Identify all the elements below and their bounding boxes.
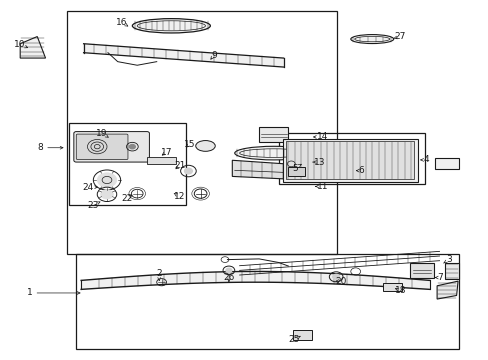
Text: 7: 7 (437, 273, 443, 282)
Ellipse shape (195, 140, 215, 151)
Bar (293, 330, 311, 340)
Circle shape (332, 274, 339, 279)
Ellipse shape (132, 19, 210, 33)
Polygon shape (232, 160, 322, 181)
Text: 17: 17 (161, 148, 172, 157)
Text: 1: 1 (27, 288, 33, 297)
Polygon shape (20, 37, 45, 58)
Text: 9: 9 (210, 51, 216, 60)
Text: 21: 21 (174, 161, 185, 170)
Bar (259, 127, 288, 142)
Polygon shape (81, 271, 429, 289)
Text: 8: 8 (38, 143, 43, 152)
Text: 14: 14 (316, 132, 327, 141)
Text: 6: 6 (358, 166, 364, 175)
Polygon shape (147, 157, 176, 164)
Polygon shape (282, 139, 417, 182)
Circle shape (97, 173, 117, 187)
Text: 22: 22 (121, 194, 132, 203)
Text: 3: 3 (446, 255, 451, 264)
Circle shape (129, 144, 135, 149)
Text: 23: 23 (87, 201, 99, 210)
Text: 18: 18 (394, 286, 406, 295)
Text: 10: 10 (15, 40, 26, 49)
Text: 12: 12 (174, 192, 185, 201)
Text: 16: 16 (116, 18, 127, 27)
Text: 20: 20 (335, 276, 346, 285)
Text: 13: 13 (314, 158, 325, 167)
Text: 2: 2 (156, 269, 162, 278)
Bar (76, 253, 458, 348)
Polygon shape (445, 263, 458, 279)
Bar (69, 123, 185, 205)
Bar (409, 263, 433, 278)
Circle shape (225, 268, 231, 273)
Bar (66, 12, 336, 253)
Polygon shape (434, 158, 458, 169)
Bar (278, 134, 424, 184)
Polygon shape (288, 167, 305, 176)
Text: 27: 27 (394, 32, 406, 41)
Text: 24: 24 (82, 183, 94, 192)
Circle shape (184, 168, 192, 174)
Ellipse shape (350, 35, 393, 44)
Text: 11: 11 (316, 182, 327, 191)
Polygon shape (436, 281, 457, 299)
Text: 15: 15 (183, 140, 195, 149)
FancyBboxPatch shape (74, 132, 149, 162)
FancyBboxPatch shape (76, 134, 128, 159)
Polygon shape (285, 141, 413, 179)
Bar (382, 283, 401, 291)
Text: 4: 4 (422, 156, 428, 165)
Text: 25: 25 (288, 335, 299, 344)
Polygon shape (83, 44, 283, 67)
Text: 26: 26 (223, 273, 234, 282)
Ellipse shape (234, 146, 312, 160)
Text: 5: 5 (291, 164, 297, 173)
Circle shape (101, 190, 113, 199)
Text: 19: 19 (96, 129, 108, 138)
